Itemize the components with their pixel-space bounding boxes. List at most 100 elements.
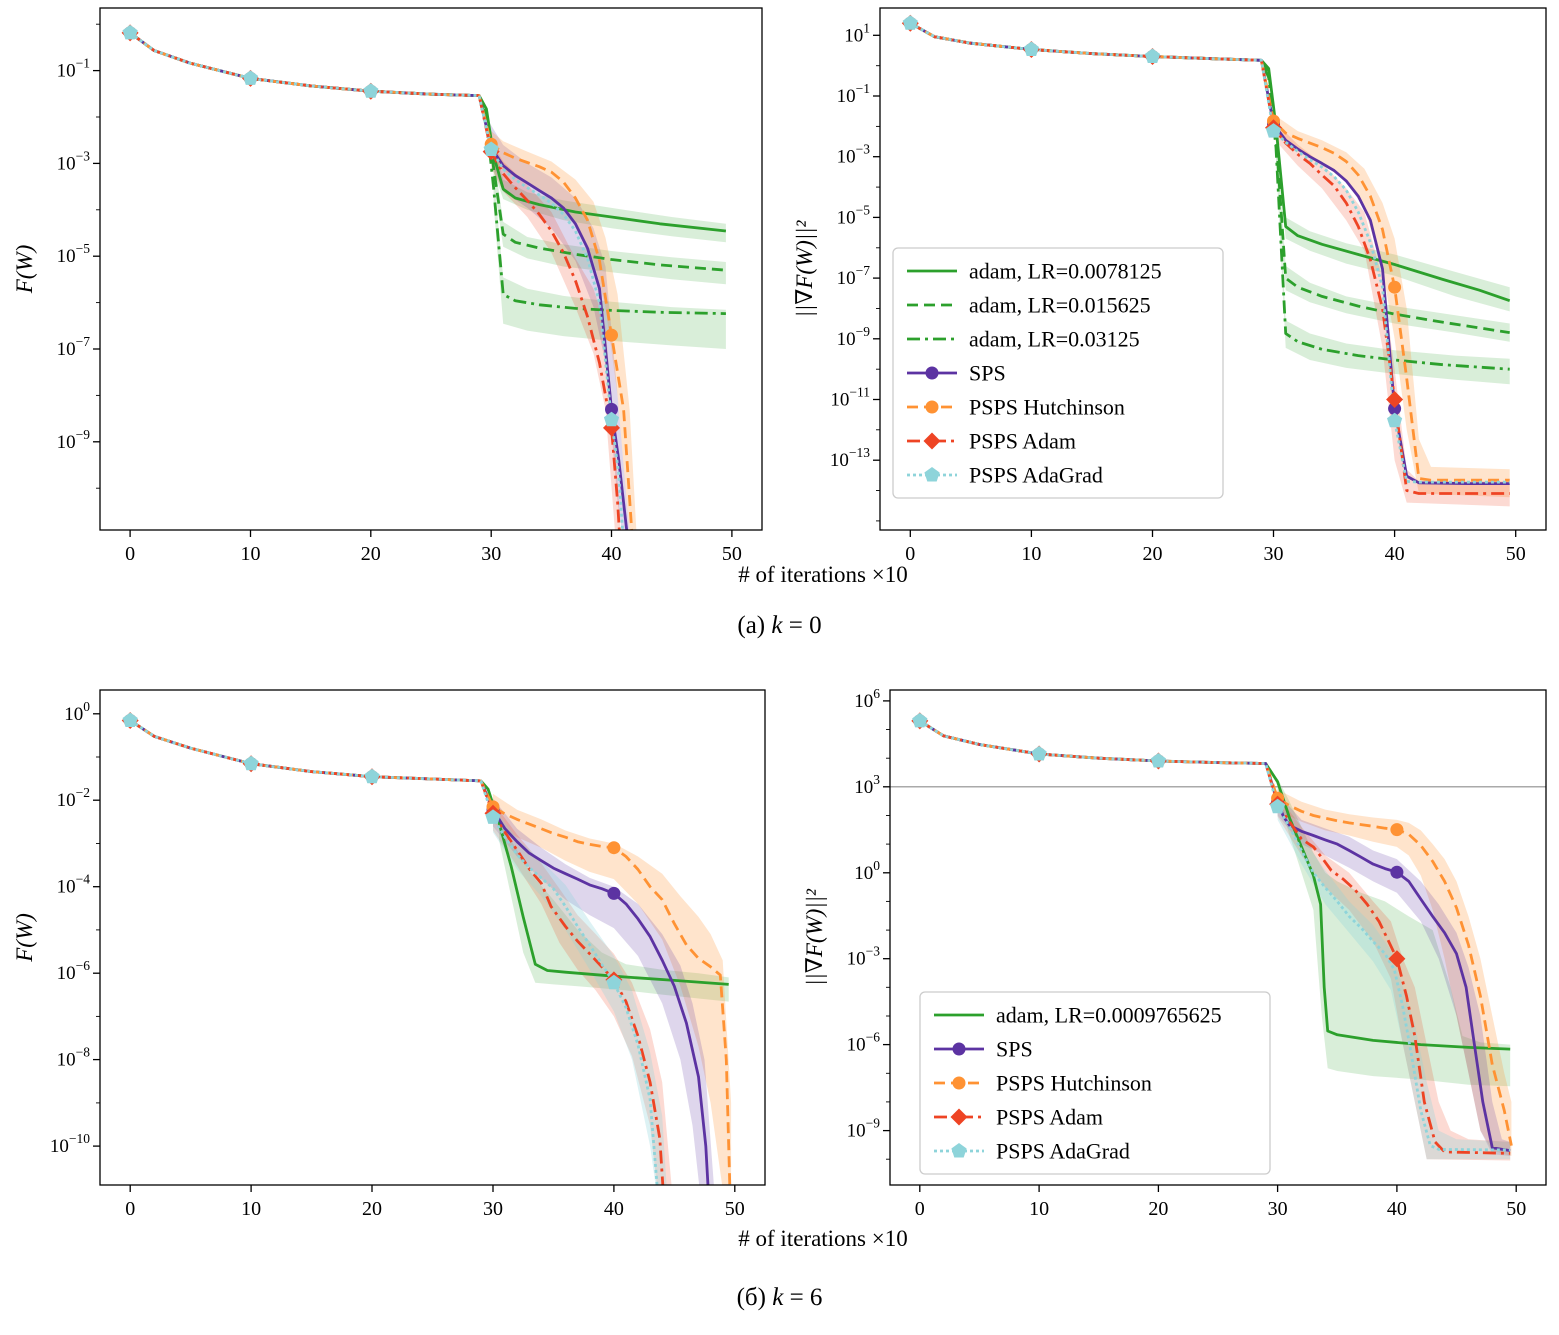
- marker-circle: [607, 841, 621, 855]
- confidence-band: [493, 141, 726, 243]
- marker-circle: [1388, 280, 1402, 294]
- confidence-band: [493, 802, 672, 1185]
- confidence-band: [499, 815, 729, 1002]
- confidence-band: [1276, 126, 1510, 342]
- x-tick-label: 40: [1385, 543, 1405, 565]
- caption-a-rest: = 0: [782, 612, 822, 639]
- y-tick-label: 10−8: [57, 1045, 91, 1071]
- marker-pentagon: [1387, 412, 1403, 428]
- x-tick-label: 20: [1143, 543, 1163, 565]
- x-tick-label: 10: [1029, 1198, 1049, 1220]
- plot-b-left: 10−10 10−8 10−6 10−4 10−2 100 0 10 20 30 40 50 F(W): [12, 689, 766, 1220]
- x-tick-label: 50: [722, 543, 742, 565]
- legend-label: adam, LR=0.0009765625: [996, 1003, 1222, 1028]
- confidence-band: [493, 806, 667, 1185]
- marker-pentagon: [363, 83, 379, 98]
- marker-pentagon: [122, 24, 138, 40]
- x-tick-label: 10: [241, 1198, 261, 1220]
- x-tick-label: 20: [1148, 1198, 1168, 1220]
- confidence-band: [493, 798, 714, 1185]
- series-psps-adagrad: [919, 719, 1511, 1152]
- legend-label: SPS: [969, 361, 1006, 386]
- axes-box: [99, 689, 766, 1186]
- y-tick-label: 10−2: [57, 785, 90, 811]
- x-tick-label: 40: [604, 1198, 624, 1220]
- marker-pentagon: [912, 712, 928, 728]
- marker-pentagon: [606, 974, 622, 990]
- marker-circle: [925, 366, 939, 380]
- caption-b-rest: = 6: [783, 1284, 823, 1311]
- legend-label: PSPS Adam: [996, 1105, 1103, 1130]
- y-tick-label: 10−1: [57, 56, 90, 82]
- plot-area: [890, 712, 1546, 1161]
- legend: adam, LR=0.0009765625 SPS PSPS Hutchinson P…: [919, 991, 1271, 1175]
- y-tick-label: 10−9: [837, 324, 871, 350]
- y-tick-label: 10−3: [57, 148, 91, 174]
- marker-pentagon: [1150, 753, 1166, 768]
- y-tick-label: 100: [854, 858, 880, 884]
- legend-label: SPS: [996, 1037, 1033, 1062]
- legend-label: PSPS Hutchinson: [996, 1071, 1152, 1096]
- y-tick-label: 100: [64, 699, 90, 725]
- legend-box: [919, 991, 1271, 1175]
- series-psps-adagrad: [909, 21, 1510, 484]
- confidence-band: [1277, 778, 1511, 1087]
- xlabel-row-b: # of iterations ×10: [100, 1226, 1546, 1252]
- marker-circle: [1390, 823, 1404, 837]
- y-tick-label: 10−5: [57, 241, 91, 267]
- confidence-band: [491, 131, 637, 530]
- x-tick-label: 50: [1506, 1198, 1526, 1220]
- legend-label: PSPS AdaGrad: [969, 463, 1103, 488]
- y-axis-label: ||∇F(W)||²: [802, 888, 827, 986]
- marker-circle: [1388, 402, 1402, 416]
- plot-area: [121, 712, 732, 1185]
- caption-b: (б) k = 6: [0, 1284, 1559, 1312]
- marker-pentagon: [485, 809, 501, 824]
- marker-pentagon: [1023, 41, 1039, 56]
- axes-box: [889, 689, 1547, 1186]
- legend-label: adam, LR=0.0078125: [969, 259, 1162, 284]
- axes-box: [879, 7, 1547, 531]
- confidence-band: [493, 154, 726, 285]
- x-tick-label: 0: [905, 543, 915, 565]
- y-tick-label: 10−5: [837, 202, 871, 228]
- caption-a-var: k: [771, 612, 783, 639]
- axes-box: [99, 7, 763, 531]
- series-psps-adam: [919, 719, 1511, 1155]
- legend-label: adam, LR=0.015625: [969, 293, 1151, 318]
- caption-b-var: k: [772, 1284, 784, 1311]
- x-tick-label: 50: [725, 1198, 745, 1220]
- series-psps-adagrad: [129, 719, 659, 1185]
- confidence-band: [1277, 798, 1511, 1160]
- marker-diamond: [1386, 391, 1404, 408]
- x-tick-label: 30: [1264, 543, 1284, 565]
- x-tick-label: 0: [125, 543, 135, 565]
- y-tick-label: 10−7: [837, 263, 871, 289]
- series-psps-adam: [129, 719, 665, 1185]
- y-tick-label: 10−6: [57, 958, 91, 984]
- marker-pentagon: [364, 768, 380, 784]
- y-axis-label: F(W): [12, 245, 37, 295]
- y-tick-label: 101: [844, 20, 870, 46]
- marker-pentagon: [122, 712, 138, 727]
- series-psps-hutchinson: [909, 21, 1510, 482]
- marker-circle: [925, 400, 939, 414]
- marker-pentagon: [603, 411, 620, 427]
- y-tick-label: 10−7: [57, 334, 91, 360]
- y-tick-label: 10−10: [50, 1131, 90, 1157]
- series-psps-adagrad: [129, 31, 624, 530]
- y-axis-label: F(W): [12, 913, 37, 963]
- xlabel-text: # of iterations ×10: [738, 1226, 908, 1251]
- y-tick-label: 10−4: [57, 872, 91, 898]
- marker-circle: [605, 328, 618, 342]
- x-tick-label: 10: [241, 543, 261, 565]
- marker-pentagon: [1270, 798, 1286, 814]
- marker-pentagon: [924, 467, 940, 482]
- x-tick-label: 40: [602, 543, 622, 565]
- marker-diamond: [1388, 950, 1406, 968]
